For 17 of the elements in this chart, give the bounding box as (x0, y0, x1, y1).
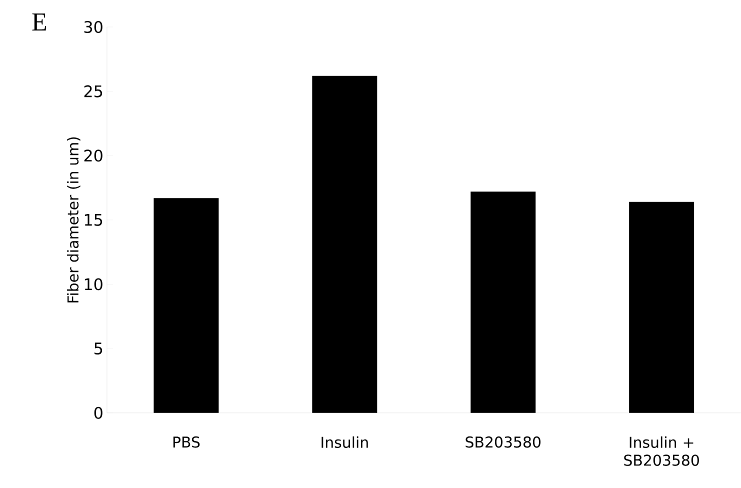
x-tick-label: PBS (173, 436, 200, 448)
y-tick-label: 10 (84, 278, 102, 290)
x-tick-label: Insulin + SB203580 (624, 436, 699, 466)
y-tick-label: 25 (84, 85, 102, 98)
x-tick-label: SB203580 (466, 436, 540, 448)
x-tick-label: Insulin (322, 436, 368, 448)
y-axis-title: Fiber diameter (in um) (67, 137, 80, 302)
bar (154, 198, 219, 413)
text: E (32, 14, 46, 31)
y-tick-label: 0 (94, 406, 102, 419)
bar (629, 202, 694, 413)
y-tick-label: 20 (84, 150, 102, 162)
bar (312, 76, 378, 413)
bar (470, 192, 536, 413)
y-tick-label: 5 (94, 342, 102, 355)
y-tick-label: 30 (84, 21, 102, 34)
y-tick-label: 15 (84, 214, 102, 226)
